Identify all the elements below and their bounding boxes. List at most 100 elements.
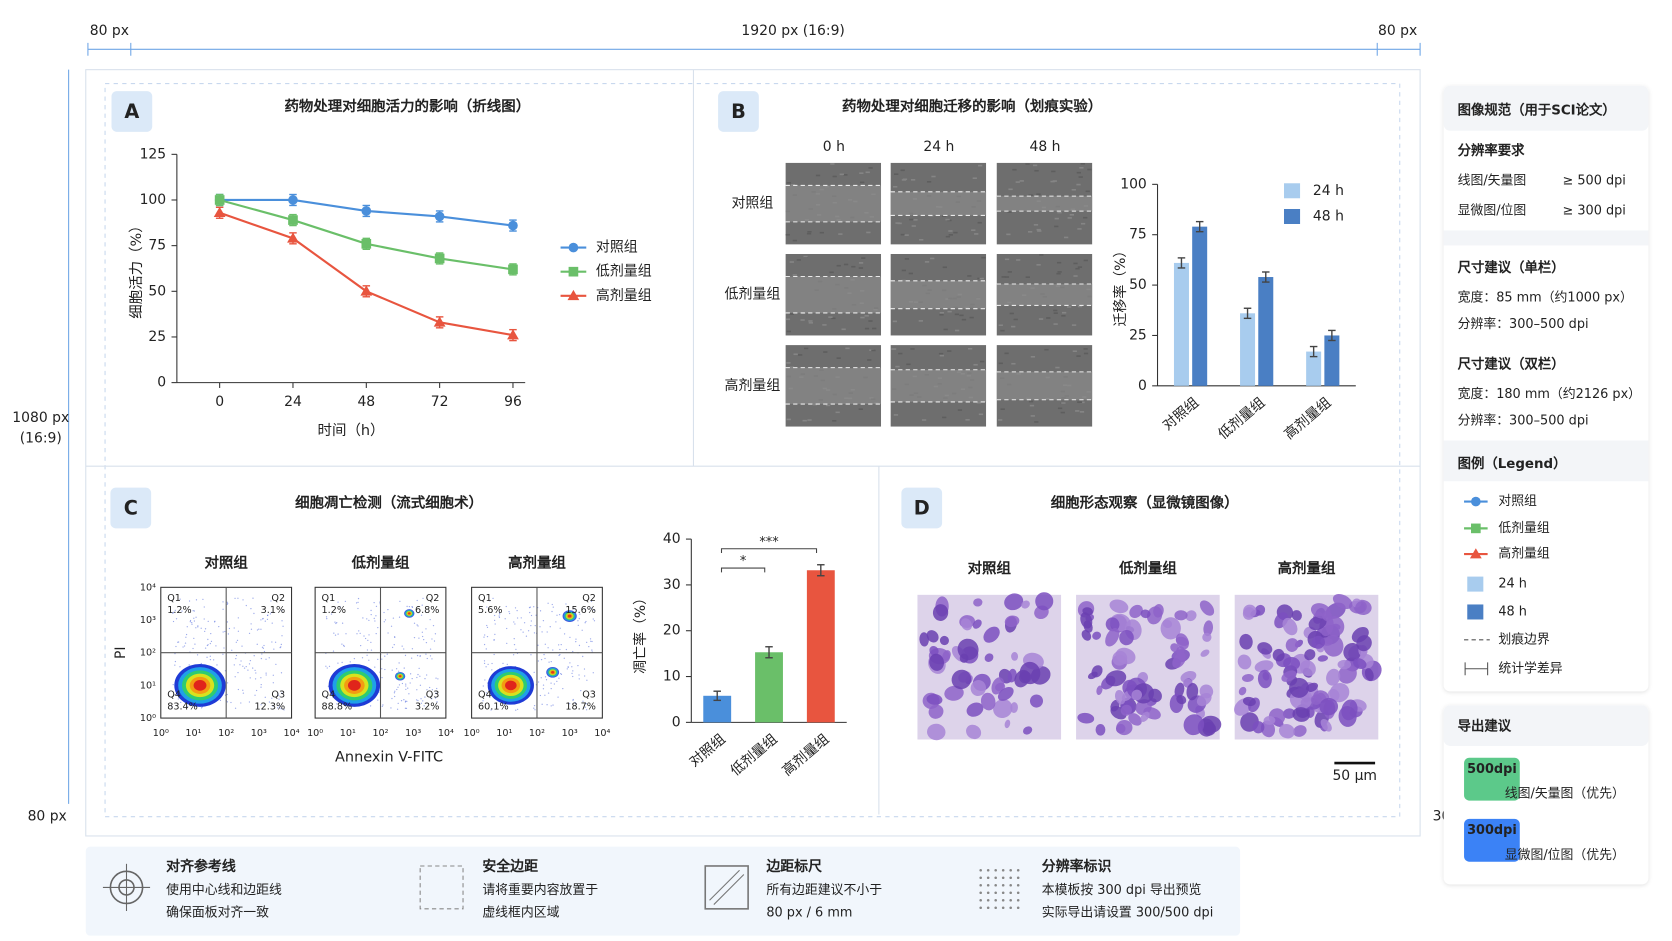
cell	[1291, 610, 1302, 621]
flow-x-tick: 10³	[251, 728, 267, 739]
panel-label: A	[124, 100, 139, 123]
texture	[830, 163, 835, 165]
event-dot	[528, 606, 531, 609]
event-dot	[382, 704, 384, 706]
cell	[1239, 633, 1253, 650]
texture	[789, 313, 794, 315]
event-dot	[335, 622, 337, 625]
event-dot	[237, 672, 239, 674]
quadrant-value: 60.1%	[478, 701, 509, 712]
texture	[843, 263, 849, 266]
texture	[998, 362, 1003, 365]
event-dot	[426, 689, 428, 691]
event-dot	[520, 617, 522, 619]
footer	[85, 846, 1241, 936]
texture	[860, 316, 865, 319]
texture	[1000, 408, 1005, 411]
event-dot	[384, 619, 387, 621]
quadrant-name: Q1	[478, 593, 492, 604]
event-dot	[332, 650, 335, 652]
event-dot	[248, 701, 251, 703]
event-dot	[218, 625, 220, 628]
footer-icon	[1009, 868, 1012, 872]
cell	[1186, 682, 1199, 701]
event-dot	[590, 640, 592, 642]
texture	[1083, 216, 1088, 219]
event-dot	[345, 705, 347, 707]
event-dot	[260, 657, 263, 660]
cell	[1263, 716, 1276, 725]
y-tick-label: 100	[1120, 176, 1147, 192]
event-dot	[498, 615, 500, 617]
texture	[1011, 325, 1016, 328]
event-dot	[578, 678, 580, 680]
event-dot	[377, 699, 379, 701]
event-dot	[494, 633, 496, 636]
event-dot	[429, 618, 431, 621]
image-title: 高剂量组	[1278, 559, 1336, 577]
legend-item: 24 h	[1498, 577, 1527, 592]
cell	[1254, 660, 1274, 673]
legend-label: 48 h	[1313, 208, 1344, 224]
event-dot	[261, 708, 264, 710]
event-dot	[227, 633, 230, 635]
cell	[1364, 668, 1374, 681]
event-dot	[242, 692, 245, 694]
texture	[898, 352, 903, 355]
y-tick-label: 40	[663, 531, 681, 547]
texture	[910, 179, 916, 181]
texture	[1015, 181, 1020, 183]
event-dot	[326, 618, 328, 620]
event-dot	[548, 661, 550, 663]
cell	[1131, 689, 1143, 701]
event-dot	[583, 668, 586, 670]
event-dot	[572, 670, 574, 672]
cell	[1109, 599, 1129, 614]
quadrant-value: 83.4%	[167, 701, 198, 712]
cell	[951, 669, 972, 690]
event-dot	[237, 630, 240, 632]
event-dot	[273, 648, 275, 650]
cell	[1092, 631, 1101, 640]
event-dot	[404, 707, 407, 709]
cell	[1199, 600, 1215, 616]
event-dot	[181, 610, 183, 612]
event-dot	[484, 679, 486, 681]
event-dot	[431, 689, 434, 691]
event-dot	[585, 703, 587, 705]
dim-label: 1080 px	[12, 410, 69, 426]
cell	[1321, 610, 1332, 621]
quadrant-value: 6.8%	[415, 605, 439, 616]
event-dot	[486, 626, 489, 628]
event-dot	[419, 675, 421, 677]
marker	[360, 285, 373, 296]
flow-y-label: PI	[113, 646, 129, 659]
cell	[928, 704, 944, 719]
cell	[1120, 704, 1132, 716]
texture	[1000, 329, 1005, 332]
event-dot	[516, 609, 518, 612]
event-dot	[539, 694, 542, 697]
texture	[1057, 271, 1062, 273]
texture	[1061, 315, 1066, 317]
footer-line: 本模板按 300 dpi 导出预览	[1042, 882, 1202, 898]
event-dot	[391, 646, 394, 649]
scratch	[996, 196, 1093, 212]
event-dot	[560, 673, 562, 675]
cell	[972, 619, 982, 629]
texture	[947, 219, 952, 222]
texture	[1080, 163, 1085, 165]
x-tick-label: 24	[284, 394, 302, 410]
event-dot	[403, 667, 405, 669]
texture	[838, 233, 843, 235]
event-dot	[575, 638, 577, 640]
footer-line: 实际导出请设置 300/500 dpi	[1042, 906, 1214, 921]
flow-y-tick: 10³	[140, 615, 156, 626]
cell	[1281, 670, 1297, 682]
panel-label-box	[111, 91, 153, 132]
event-dot	[270, 611, 272, 614]
event-dot	[386, 653, 388, 655]
event-dot	[485, 648, 487, 650]
event-dot	[226, 701, 229, 703]
